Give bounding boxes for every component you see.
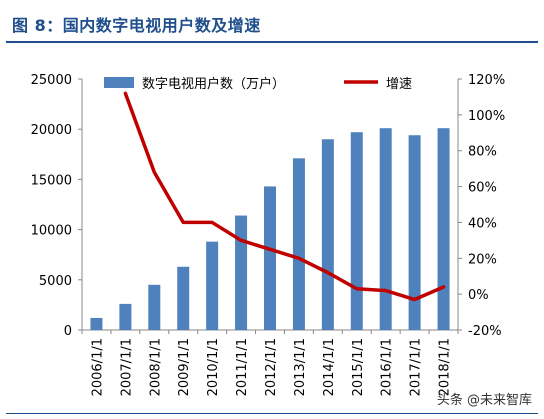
- legend-bar-label: 数字电视用户数（万户）: [142, 76, 285, 92]
- bar: [148, 284, 161, 330]
- legend-line-label: 增速: [386, 77, 412, 92]
- right-tick-label: 0%: [468, 288, 489, 303]
- left-tick-label: 15000: [31, 173, 72, 188]
- bar: [292, 158, 305, 330]
- right-tick-label: 20%: [468, 252, 497, 267]
- line-series: [123, 91, 446, 302]
- right-axis-ticks: -20% 0% 20% 40% 60% 80% 100% 120%: [458, 73, 505, 339]
- bottom-rule: [6, 413, 538, 414]
- x-axis-ticks: 2006/1/1 2007/1/1 2008/1/1 2009/1/1 2010/1/1…: [90, 338, 452, 396]
- bar: [177, 266, 190, 330]
- bar: [206, 241, 219, 330]
- x-tick-label: 2014/1/1: [322, 338, 337, 396]
- bar: [321, 139, 334, 330]
- right-tick-label: 120%: [468, 73, 505, 88]
- right-tick-label: 60%: [468, 181, 497, 196]
- x-tick-label: 2013/1/1: [293, 338, 308, 396]
- bar: [437, 128, 450, 330]
- growth-line: [123, 91, 446, 302]
- left-tick-label: 10000: [31, 224, 72, 239]
- right-tick-label: -20%: [468, 324, 502, 339]
- x-tick-label: 2011/1/1: [235, 338, 250, 396]
- x-tick-label: 2012/1/1: [264, 338, 279, 396]
- x-tick-label: 2007/1/1: [119, 338, 134, 396]
- bar: [379, 128, 392, 330]
- bar: [119, 303, 132, 330]
- legend-bar-swatch: [104, 77, 134, 88]
- watermark: 头条 @未来智库: [436, 393, 532, 408]
- bar: [350, 132, 363, 330]
- left-axis-ticks: 0 5000 10000 15000 20000 25000: [31, 73, 82, 339]
- left-tick-label: 5000: [39, 274, 72, 289]
- left-tick-label: 20000: [31, 123, 72, 138]
- bar: [264, 186, 276, 330]
- x-tick-label: 2016/1/1: [380, 338, 395, 396]
- left-tick-label: 0: [64, 324, 72, 339]
- figure-title: 图 8：国内数字电视用户数及增速: [12, 16, 261, 35]
- right-tick-label: 80%: [468, 145, 497, 160]
- legend: 数字电视用户数（万户） 增速: [104, 76, 412, 92]
- title-rule: [6, 41, 538, 43]
- bar: [408, 135, 421, 330]
- right-tick-label: 40%: [468, 216, 497, 231]
- x-tick-label: 2009/1/1: [177, 338, 192, 396]
- x-tick-label: 2010/1/1: [206, 338, 221, 396]
- bar: [90, 317, 103, 330]
- bar: [235, 215, 248, 330]
- x-tick-label: 2006/1/1: [90, 338, 105, 396]
- x-tick-label: 2008/1/1: [148, 338, 163, 396]
- left-tick-label: 25000: [31, 73, 72, 88]
- bar-series: [90, 128, 450, 330]
- figure-header: 图 8：国内数字电视用户数及增速: [0, 0, 544, 44]
- right-tick-label: 100%: [468, 109, 505, 124]
- x-tick-label: 2017/1/1: [409, 338, 424, 396]
- x-tick-label: 2015/1/1: [351, 338, 366, 396]
- x-tick-label: 2018/1/1: [438, 338, 453, 396]
